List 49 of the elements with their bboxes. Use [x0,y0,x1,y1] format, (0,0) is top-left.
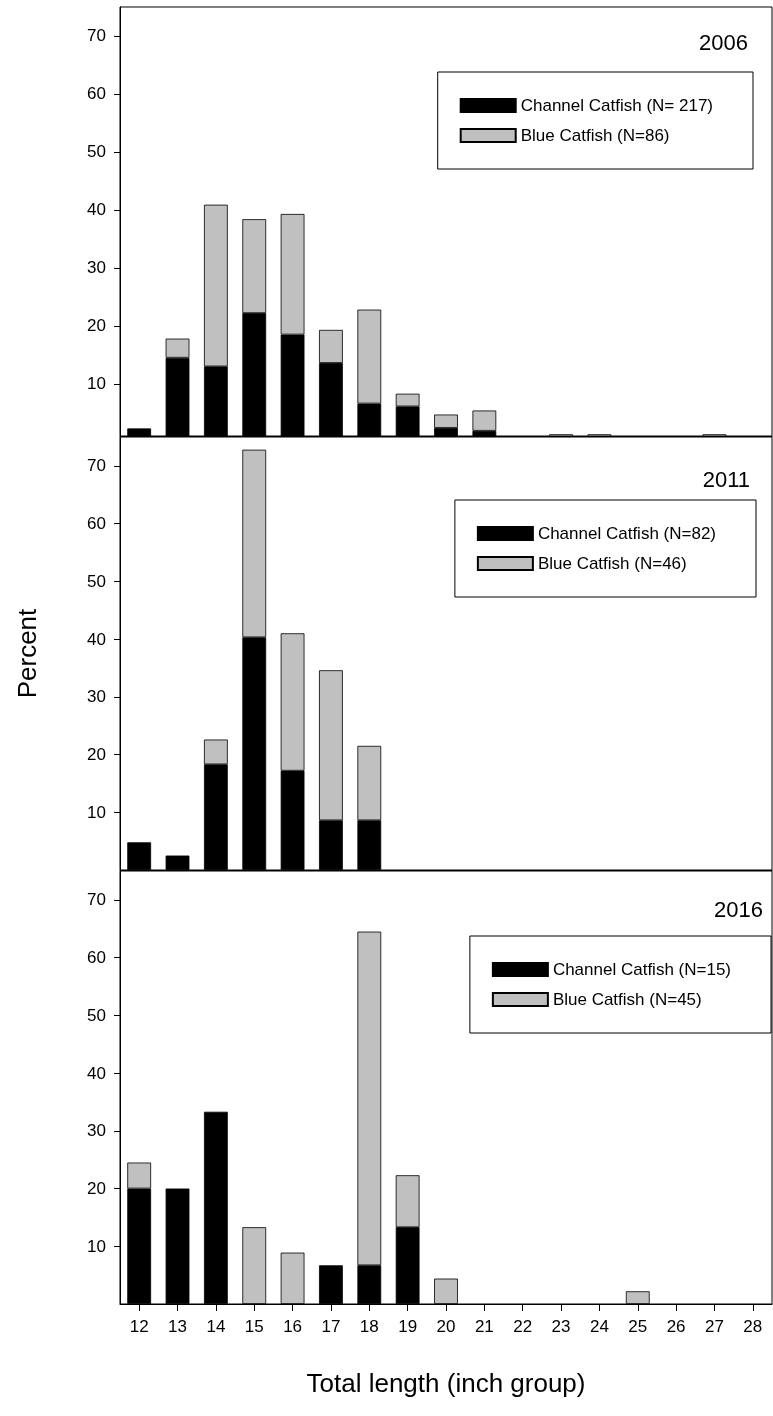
y-tick-label: 60 [87,948,106,968]
x-tick-label: 27 [705,1317,724,1336]
x-tick-label: 28 [743,1317,763,1336]
y-tick-label: 40 [87,200,106,220]
text: 2016 [714,896,764,922]
x-tick-label: 24 [589,1317,609,1336]
y-tick-label: 20 [87,1179,106,1199]
y-tick-label: 70 [87,26,106,46]
legend-label: Channel Catfish (N=82) [537,524,717,543]
y-tick-label: 60 [87,514,106,534]
legend-label: Blue Catfish (N=46) [537,554,687,573]
x-tick-label: 22 [513,1317,533,1336]
y-tick-label: 20 [87,745,106,765]
x-tick-label: 16 [283,1317,303,1336]
y-tick-label: 30 [87,687,106,707]
x-tick-label: 13 [168,1317,187,1336]
y-tick-label: 50 [87,571,106,591]
y-tick-label: 10 [87,374,106,394]
y-tick-label: 50 [87,142,106,162]
text: 2006 [699,29,749,55]
x-tick-label: 19 [398,1317,418,1336]
text: 2011 [702,466,750,492]
y-tick-label: 40 [87,1063,106,1083]
x-tick-label: 26 [666,1317,686,1336]
y-tick-label: 40 [87,629,106,649]
x-tick-label: 25 [628,1317,648,1336]
legend-label: Channel Catfish (N= 217) [520,96,713,115]
y-tick-label: 70 [87,890,106,910]
y-tick-label: 20 [87,316,106,336]
y-tick-label: 50 [87,1005,106,1025]
x-tick-label: 17 [321,1317,341,1336]
y-tick-label: 60 [87,84,106,104]
y-tick-label: 30 [87,1121,106,1141]
x-tick-label: 12 [129,1317,149,1336]
legend-label: Blue Catfish (N=86) [520,126,670,145]
x-tick-label: 15 [244,1317,264,1336]
x-tick-label: 14 [206,1317,226,1336]
x-tick-label: 23 [551,1317,571,1336]
x-tick-label: 20 [436,1317,456,1336]
x-axis-title: Total length (inch group) [306,1368,586,1398]
y-axis-title: Percent [12,607,42,699]
x-tick-label: 18 [359,1317,379,1336]
y-tick-label: 10 [87,1236,106,1256]
x-tick-label: 21 [474,1317,494,1336]
y-tick-label: 30 [87,258,106,278]
y-tick-label: 70 [87,456,106,476]
legend-label: Blue Catfish (N=45) [552,990,702,1009]
y-tick-label: 10 [87,802,106,822]
legend-label: Channel Catfish (N=15) [552,960,732,979]
